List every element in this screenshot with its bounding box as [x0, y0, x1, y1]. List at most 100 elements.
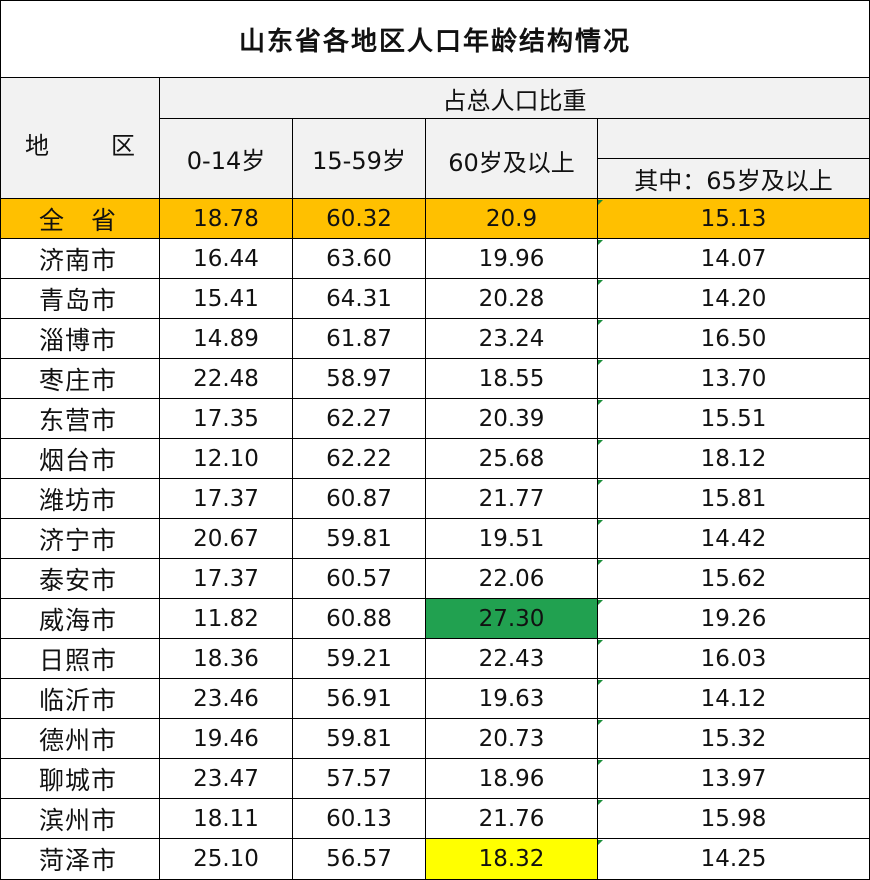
cell-65-plus[interactable]: 13.97	[700, 766, 767, 792]
grid-vline	[292, 119, 293, 879]
cell-15-59[interactable]: 57.57	[326, 766, 392, 792]
cell-0-14[interactable]: 18.78	[193, 206, 259, 232]
header-col-15-59[interactable]: 15-59岁	[312, 146, 406, 175]
cell-60-plus[interactable]: 20.28	[478, 286, 545, 312]
cell-0-14[interactable]: 11.82	[193, 606, 259, 632]
cell-60-plus[interactable]: 20.39	[478, 406, 545, 432]
cell-15-59[interactable]: 58.97	[326, 366, 392, 392]
cell-region[interactable]: 临沂市	[39, 686, 118, 715]
cell-60-plus[interactable]: 18.32	[426, 839, 597, 879]
cell-65-plus[interactable]: 15.13	[700, 206, 767, 232]
cell-65-plus[interactable]: 16.50	[700, 326, 767, 352]
cell-region[interactable]: 菏泽市	[39, 846, 118, 875]
header-col-60-plus[interactable]: 60岁及以上	[448, 149, 575, 177]
cell-65-plus[interactable]: 15.62	[700, 566, 767, 592]
grid-hline	[1, 478, 869, 479]
cell-60-plus[interactable]: 21.76	[478, 806, 545, 832]
cell-15-59[interactable]: 62.22	[326, 446, 392, 472]
cell-15-59[interactable]: 60.87	[326, 486, 392, 512]
cell-region[interactable]: 聊城市	[39, 766, 118, 795]
cell-15-59[interactable]: 61.87	[326, 326, 392, 352]
cell-0-14[interactable]: 25.10	[193, 846, 259, 872]
cell-0-14[interactable]: 14.89	[193, 326, 259, 352]
cell-60-plus[interactable]: 18.96	[478, 766, 545, 792]
cell-0-14[interactable]: 17.37	[193, 486, 259, 512]
header-group-label[interactable]: 占总人口比重	[442, 86, 587, 115]
grid-vline	[425, 119, 426, 879]
grid-hline	[1, 518, 869, 519]
cell-0-14[interactable]: 17.37	[193, 566, 259, 592]
cell-60-plus[interactable]: 27.30	[426, 599, 597, 639]
header-col-0-14[interactable]: 0-14岁	[186, 146, 266, 175]
cell-65-plus[interactable]: 14.07	[700, 246, 767, 272]
cell-region[interactable]: 德州市	[39, 726, 118, 755]
cell-0-14[interactable]: 23.47	[193, 766, 259, 792]
cell-15-59[interactable]: 59.21	[326, 646, 392, 672]
cell-65-plus[interactable]: 15.32	[700, 726, 767, 752]
grid-hline	[1, 238, 869, 239]
cell-60-plus[interactable]: 18.55	[478, 366, 545, 392]
cell-65-plus[interactable]: 18.12	[700, 446, 767, 472]
cell-15-59[interactable]: 56.57	[326, 846, 392, 872]
cell-15-59[interactable]: 60.32	[326, 206, 392, 232]
cell-region[interactable]: 全 省	[39, 206, 118, 235]
cell-65-plus[interactable]: 14.25	[700, 846, 767, 872]
cell-region[interactable]: 日照市	[39, 646, 118, 675]
cell-0-14[interactable]: 15.41	[193, 286, 259, 312]
cell-15-59[interactable]: 62.27	[326, 406, 392, 432]
header-col-65-plus[interactable]: 其中：65岁及以上	[634, 166, 833, 195]
cell-0-14[interactable]: 17.35	[193, 406, 259, 432]
cell-60-plus[interactable]: 19.51	[478, 526, 545, 552]
cell-15-59[interactable]: 60.13	[326, 806, 392, 832]
cell-60-plus[interactable]: 21.77	[478, 486, 545, 512]
cell-region[interactable]: 枣庄市	[39, 366, 118, 395]
cell-region[interactable]: 滨州市	[39, 806, 118, 835]
cell-65-plus[interactable]: 14.12	[700, 686, 767, 712]
cell-0-14[interactable]: 12.10	[193, 446, 259, 472]
header-background	[1, 78, 869, 198]
cell-0-14[interactable]: 23.46	[193, 686, 259, 712]
cell-region[interactable]: 济南市	[39, 246, 118, 275]
cell-65-plus[interactable]: 19.26	[700, 606, 767, 632]
cell-0-14[interactable]: 20.67	[193, 526, 259, 552]
cell-0-14[interactable]: 16.44	[193, 246, 259, 272]
cell-65-plus[interactable]: 14.42	[700, 526, 767, 552]
cell-15-59[interactable]: 59.81	[326, 526, 392, 552]
cell-0-14[interactable]: 18.11	[193, 806, 259, 832]
cell-0-14[interactable]: 22.48	[193, 366, 259, 392]
cell-15-59[interactable]: 64.31	[326, 286, 392, 312]
cell-region[interactable]: 烟台市	[39, 446, 118, 475]
grid-hline	[1, 358, 869, 359]
cell-65-plus[interactable]: 13.70	[700, 366, 767, 392]
cell-15-59[interactable]: 60.88	[326, 606, 392, 632]
cell-65-plus[interactable]: 16.03	[700, 646, 767, 672]
header-region[interactable]: 地 区	[1, 78, 159, 198]
cell-15-59[interactable]: 56.91	[326, 686, 392, 712]
cell-65-plus[interactable]: 15.98	[700, 806, 767, 832]
cell-region[interactable]: 泰安市	[39, 566, 118, 595]
cell-region[interactable]: 东营市	[39, 406, 118, 435]
grid-hline	[1, 438, 869, 439]
cell-region[interactable]: 青岛市	[39, 286, 118, 315]
cell-60-plus[interactable]: 20.73	[478, 726, 545, 752]
cell-60-plus[interactable]: 19.96	[478, 246, 545, 272]
cell-15-59[interactable]: 63.60	[326, 246, 392, 272]
cell-65-plus[interactable]: 15.81	[700, 486, 767, 512]
cell-60-plus[interactable]: 23.24	[478, 326, 545, 352]
cell-0-14[interactable]: 19.46	[193, 726, 259, 752]
cell-region[interactable]: 济宁市	[39, 526, 118, 555]
cell-60-plus[interactable]: 20.9	[485, 206, 538, 232]
cell-65-plus[interactable]: 14.20	[700, 286, 767, 312]
cell-15-59[interactable]: 60.57	[326, 566, 392, 592]
cell-15-59[interactable]: 59.81	[326, 726, 392, 752]
cell-60-plus[interactable]: 19.63	[478, 686, 545, 712]
cell-60-plus[interactable]: 22.43	[478, 646, 545, 672]
cell-60-plus[interactable]: 25.68	[478, 446, 545, 472]
cell-60-plus[interactable]: 22.06	[478, 566, 545, 592]
cell-0-14[interactable]: 18.36	[193, 646, 259, 672]
cell-region[interactable]: 潍坊市	[39, 486, 118, 515]
cell-note-marker	[598, 320, 603, 325]
cell-65-plus[interactable]: 15.51	[700, 406, 767, 432]
cell-region[interactable]: 威海市	[39, 606, 118, 635]
cell-region[interactable]: 淄博市	[39, 326, 118, 355]
